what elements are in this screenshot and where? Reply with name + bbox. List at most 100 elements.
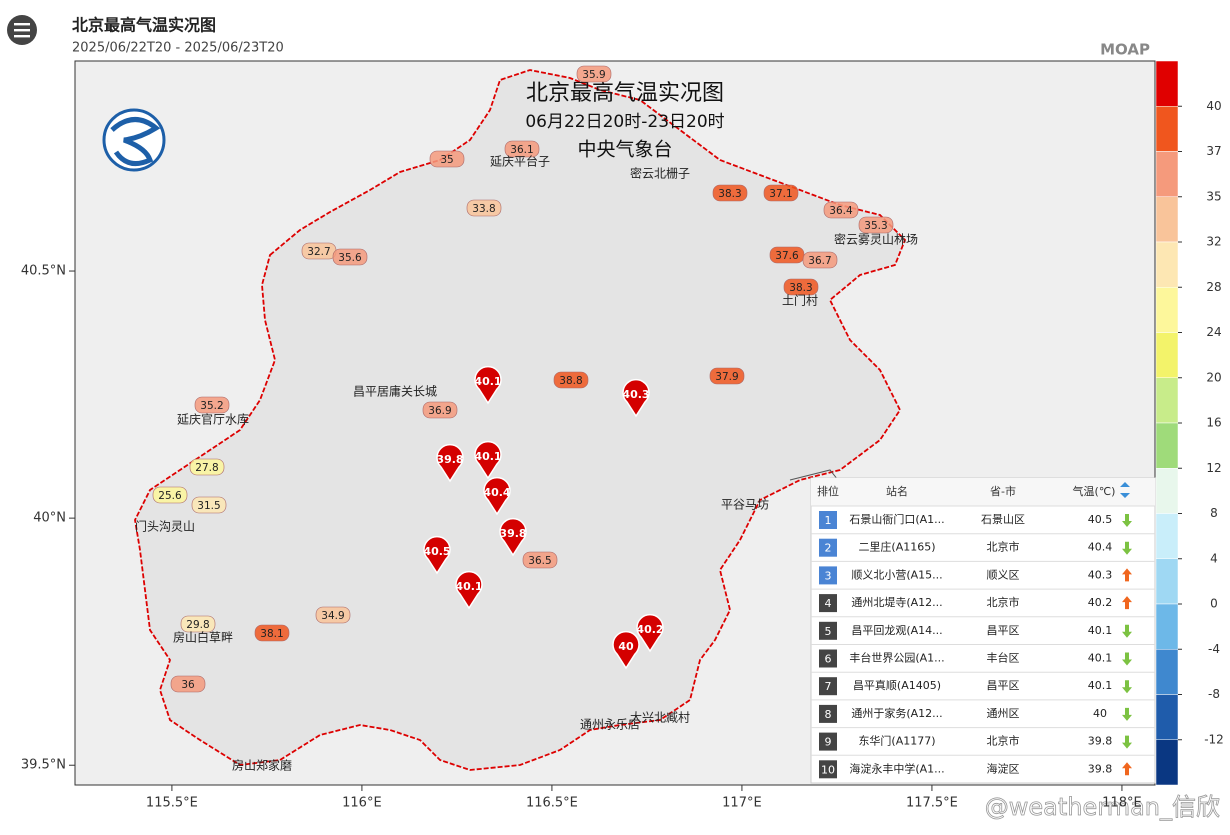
colorbar-segment	[1155, 287, 1179, 333]
trend-arrow	[1122, 680, 1132, 694]
colorbar-segment	[1155, 422, 1179, 469]
trend-arrow	[1122, 568, 1132, 582]
station-value: 35.3	[864, 220, 887, 232]
station-value: 35	[440, 154, 453, 166]
district: 昌平区	[987, 679, 1020, 692]
trend-arrow	[1122, 596, 1132, 610]
station-value: 37.1	[769, 188, 792, 200]
colorbar-label: 28	[1206, 280, 1221, 294]
station-value: 36.9	[428, 405, 451, 417]
rank-badge	[819, 566, 837, 585]
station-box	[429, 150, 465, 168]
trend-arrow	[1122, 541, 1132, 555]
colorbar-segment	[1155, 513, 1179, 559]
station-box	[712, 184, 748, 202]
colorbar-label: -4	[1208, 642, 1220, 656]
colorbar-label: 16	[1206, 416, 1221, 430]
place-name: 延庆官厅水库	[177, 412, 249, 427]
trend-arrow	[1122, 707, 1132, 721]
rank-badge	[819, 760, 837, 779]
x-tick-label: 115.5°E	[146, 796, 198, 811]
y-tick-label: 40°N	[33, 511, 66, 526]
station-value: 27.8	[195, 462, 218, 474]
rank-badge	[819, 704, 837, 723]
trend-arrow	[1122, 624, 1132, 638]
temp: 39.8	[1088, 762, 1113, 775]
x-tick-label: 117°E	[722, 796, 762, 811]
map-subtitle: 06月22日20时-23日20时	[525, 112, 724, 132]
colorbar-label: 40	[1206, 99, 1221, 113]
colorbar-segment	[1155, 603, 1179, 650]
station-value: 37.6	[775, 250, 799, 262]
map-title: 北京最高气温实况图	[526, 81, 724, 106]
colorbar-segment	[1155, 241, 1179, 288]
colorbar-label: 32	[1206, 235, 1221, 249]
station-value: 38.3	[789, 282, 812, 294]
station-value: 36.5	[528, 555, 551, 567]
station-box	[763, 184, 799, 202]
rank-badge	[819, 594, 837, 613]
rank: 3	[825, 569, 832, 582]
station-value: 29.8	[186, 619, 209, 631]
rank: 5	[825, 625, 832, 638]
place-name: 密云北栅子	[630, 166, 690, 181]
colorbar-segment	[1155, 649, 1179, 695]
temp: 40.4	[1088, 541, 1113, 554]
rank: 9	[825, 736, 832, 749]
pin-value: 40.2	[636, 623, 663, 636]
rank-badge	[819, 511, 837, 529]
temp: 40.2	[1088, 596, 1113, 609]
pin-value: 40.3	[622, 388, 649, 401]
page-title: 北京最高气温实况图	[72, 16, 216, 35]
table-header: 排位	[817, 484, 839, 498]
station-value: 38.3	[718, 188, 741, 200]
place-name: 房山郑家磨	[232, 758, 292, 773]
menu-button[interactable]	[7, 15, 37, 45]
station-value: 38.1	[260, 628, 283, 640]
colorbar-label: 20	[1206, 370, 1221, 384]
station-name: 通州北堤寺(A12...	[851, 596, 942, 609]
district: 北京市	[987, 734, 1020, 748]
top-pin	[423, 535, 451, 575]
ranking-table: 排位 站名 省-市 气温(℃) 1 石景山衙门口(A1... 石景山区 40.5 2 二里庄(A1…	[810, 477, 1156, 784]
x-tick-label: 116°E	[342, 796, 382, 811]
rank-badge	[819, 538, 837, 557]
station-value: 34.9	[321, 610, 344, 622]
rank-badge	[819, 621, 837, 640]
station-name: 二里庄(A1165)	[858, 540, 935, 554]
station-value: 36.7	[808, 255, 831, 267]
rank-badge	[819, 649, 837, 668]
station-value: 35.6	[338, 252, 362, 264]
colorbar-label: 4	[1210, 551, 1218, 565]
pin-value: 40	[618, 640, 634, 653]
top-pin	[436, 443, 464, 483]
top-pin	[499, 517, 527, 557]
place-name: 土门村	[782, 293, 818, 308]
top-pin	[612, 630, 640, 670]
trend-arrow	[1122, 514, 1132, 527]
temp: 40	[1093, 707, 1107, 720]
station-box	[553, 371, 589, 389]
station-box	[315, 606, 351, 624]
station-box	[522, 551, 558, 569]
station-name: 丰台世界公园(A1...	[849, 651, 944, 665]
station-name: 顺义北小营(A15...	[851, 567, 942, 581]
sort-icon	[1120, 482, 1130, 498]
station-name: 昌平真顺(A1405)	[853, 678, 941, 692]
station-name: 东华门(A1177)	[858, 734, 935, 748]
station-box	[194, 396, 230, 414]
temp: 40.1	[1088, 679, 1113, 692]
station-box	[783, 278, 819, 296]
station-value: 36.4	[829, 205, 853, 217]
station-value: 35.9	[582, 69, 605, 81]
rank: 6	[825, 653, 832, 666]
rank: 10	[821, 763, 835, 776]
colorbar-segment	[1155, 332, 1179, 378]
station-box	[858, 216, 894, 234]
station-value: 32.7	[307, 246, 330, 258]
pin-value: 40.1	[474, 375, 501, 388]
station-box	[802, 251, 838, 269]
trend-arrow	[1122, 735, 1132, 749]
rank-badge	[819, 677, 837, 696]
place-name: 密云雾灵山林场	[834, 232, 918, 247]
